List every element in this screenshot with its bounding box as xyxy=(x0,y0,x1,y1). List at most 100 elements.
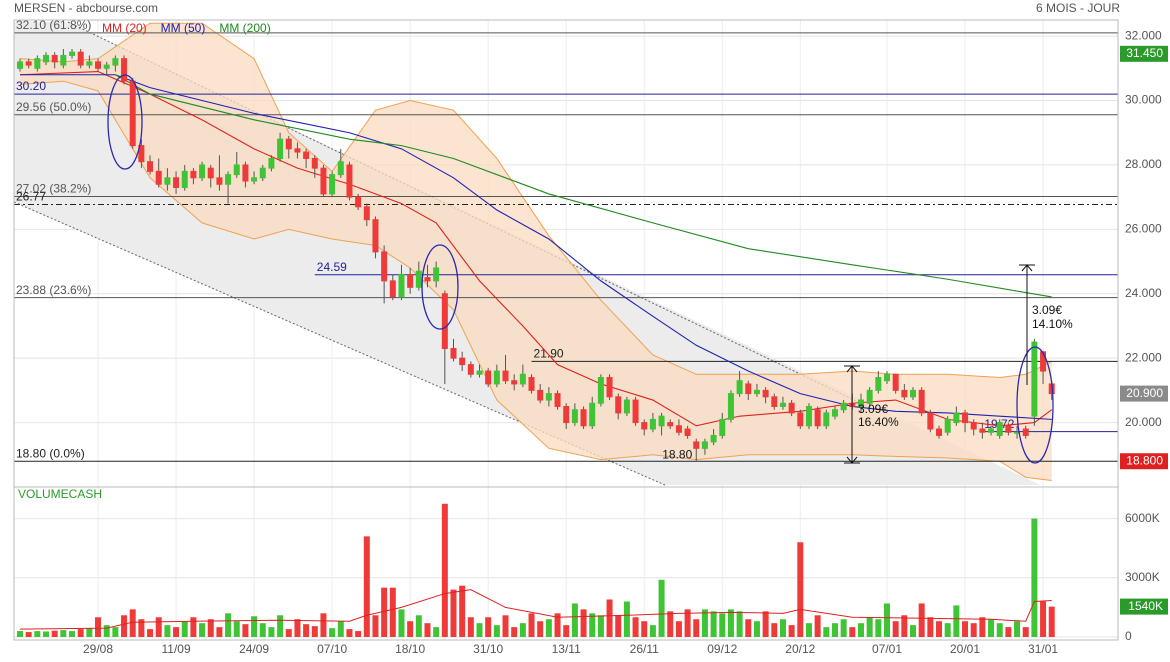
level-label: 23.88 (23.6%) xyxy=(16,283,91,297)
chart-title: MERSEN - abcbourse.com xyxy=(14,1,158,15)
volume-bar xyxy=(511,627,518,637)
volume-bar xyxy=(753,621,760,637)
volume-bar xyxy=(528,613,535,637)
volume-bar xyxy=(60,630,67,637)
candle-body xyxy=(797,412,804,427)
y-tick-label: 6000K xyxy=(1125,511,1160,525)
volume-bar xyxy=(181,621,188,637)
chart-subtitle: 6 MOIS - JOUR xyxy=(1036,1,1120,15)
candle-body xyxy=(962,412,969,424)
candle-body xyxy=(242,164,249,182)
labels: 32.000 30.000 28.000 26.000 24.000 22.000 20.0… xyxy=(83,28,1168,656)
x-tick-label: 24/09 xyxy=(239,642,269,656)
candle-body xyxy=(1040,351,1047,372)
volume-bar xyxy=(147,629,154,637)
volume-bar xyxy=(944,623,951,637)
moving-average xyxy=(115,74,1052,298)
volume-bar xyxy=(225,613,232,637)
x-tick-label: 31/10 xyxy=(473,642,503,656)
candle-body xyxy=(658,415,665,427)
volume-bar xyxy=(355,631,362,637)
volume-bar xyxy=(233,621,240,637)
candle-body xyxy=(519,373,526,385)
volume-bar xyxy=(381,587,388,637)
candle-body xyxy=(597,376,604,404)
candle-body xyxy=(537,389,544,401)
highlight-ellipse xyxy=(1016,346,1054,464)
candle-body xyxy=(398,273,405,298)
volume-bar xyxy=(493,625,500,637)
candle-body xyxy=(701,441,708,449)
volume-bar xyxy=(762,611,769,637)
volume-bar xyxy=(372,615,379,637)
volume-bar xyxy=(1014,621,1021,637)
candle-body xyxy=(892,373,899,391)
moving-average xyxy=(19,70,1053,427)
candle-body xyxy=(762,389,769,398)
volume-bar xyxy=(34,631,41,637)
measure-label: 3.09€ xyxy=(858,402,888,416)
candle-body xyxy=(753,389,760,395)
point-label: 18.80 xyxy=(662,447,692,461)
annotations: 3.09€ 16.40% 3.09€ 14.10% xyxy=(107,74,1073,464)
volume-average xyxy=(19,589,1052,630)
candle-body xyxy=(17,61,23,69)
volume-bar xyxy=(537,621,544,637)
volume-bar xyxy=(771,623,778,637)
volume-bar xyxy=(207,619,214,637)
candle-body xyxy=(970,422,977,430)
candle-body xyxy=(875,376,882,391)
candle-body xyxy=(485,370,492,385)
volume-bar xyxy=(563,625,570,637)
legend-entry: MM (200) xyxy=(219,21,270,35)
bollinger-lower xyxy=(19,80,1052,482)
volume-bar xyxy=(953,605,960,637)
volume-bar xyxy=(693,619,700,637)
volume-bar xyxy=(797,542,804,637)
volume-bar xyxy=(1040,601,1047,637)
candle-body xyxy=(693,441,700,449)
candle-body xyxy=(988,428,995,433)
candle-body xyxy=(112,58,119,66)
volume-bar xyxy=(901,615,908,637)
volume-bar xyxy=(615,615,622,637)
candle-body xyxy=(34,58,41,69)
candle-body xyxy=(346,164,353,198)
candle-body xyxy=(589,402,596,427)
volume-bar xyxy=(779,619,786,637)
candle-body xyxy=(814,409,821,427)
candle-body xyxy=(60,54,67,66)
x-tick-label: 31/01 xyxy=(1028,642,1058,656)
candle-body xyxy=(823,412,830,427)
candle-body xyxy=(641,422,648,430)
candle-body xyxy=(528,376,535,391)
volume-bar xyxy=(95,617,102,637)
candle-body xyxy=(355,196,362,208)
candle-body xyxy=(389,280,396,298)
volume-bar xyxy=(424,623,431,637)
legend-entry: MM (20) xyxy=(102,21,147,35)
x-tick-label: 20/01 xyxy=(950,642,980,656)
candle-body xyxy=(563,405,570,424)
candle-body xyxy=(424,277,431,282)
level-label: 27.02 (38.2%) xyxy=(16,182,91,196)
candle-body xyxy=(155,170,162,185)
candle-body xyxy=(866,389,873,404)
y-tick-label: 22.000 xyxy=(1125,350,1162,364)
y-tick-label: 28.000 xyxy=(1125,157,1162,171)
candle-body xyxy=(615,396,622,414)
candle-body xyxy=(337,161,344,176)
volume-panel xyxy=(17,503,1055,637)
candle-body xyxy=(320,167,327,195)
volume-bar xyxy=(667,611,674,637)
volume-bar xyxy=(346,629,353,637)
candle-body xyxy=(25,61,32,66)
candle-body xyxy=(277,138,284,159)
candle-body xyxy=(233,164,240,176)
candle-body xyxy=(857,399,864,407)
y-tick-label: 30.000 xyxy=(1125,93,1162,107)
volume-bar xyxy=(606,599,613,637)
candle-body xyxy=(467,364,474,375)
